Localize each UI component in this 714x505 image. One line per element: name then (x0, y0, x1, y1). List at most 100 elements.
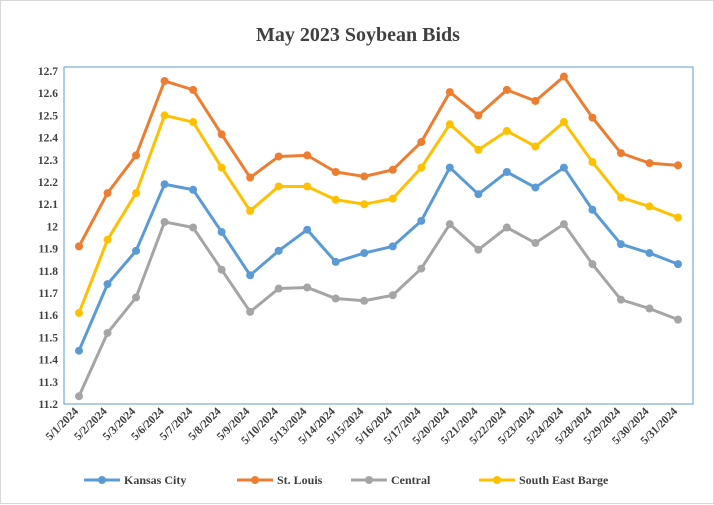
legend-item-st-louis: St. Louis (237, 473, 323, 487)
data-point-south-east-barge (388, 194, 397, 203)
data-point-central (303, 283, 312, 292)
data-point-south-east-barge (160, 111, 169, 120)
y-tick-label: 11.9 (39, 244, 59, 256)
data-point-south-east-barge (331, 195, 340, 204)
data-point-south-east-barge (246, 206, 255, 215)
legend-label: Central (391, 473, 431, 487)
data-point-central (75, 392, 83, 401)
data-point-south-east-barge (303, 182, 312, 191)
data-point-st-louis (388, 165, 397, 174)
data-point-st-louis (160, 76, 169, 85)
data-point-st-louis (331, 168, 340, 177)
data-point-st-louis (417, 138, 426, 147)
data-point-central (160, 217, 169, 226)
y-tick-label: 12.7 (38, 66, 58, 78)
data-point-central (103, 328, 112, 337)
data-point-central (189, 223, 198, 232)
data-point-st-louis (502, 85, 511, 94)
data-point-st-louis (674, 161, 682, 170)
y-tick-label: 11.3 (39, 377, 59, 389)
legend-marker (365, 476, 373, 484)
series-south-east-barge (75, 111, 682, 317)
data-point-kansas-city (217, 227, 226, 236)
plot-area (63, 66, 694, 405)
data-point-kansas-city (445, 163, 454, 172)
data-point-central (531, 239, 540, 248)
data-point-kansas-city (474, 190, 483, 199)
data-point-south-east-barge (189, 118, 198, 127)
data-point-kansas-city (274, 246, 283, 255)
data-point-central (674, 315, 682, 324)
data-point-kansas-city (132, 246, 141, 255)
y-tick-label: 12.3 (38, 155, 58, 167)
series-line-st-louis (77, 75, 680, 248)
data-point-central (331, 294, 340, 303)
data-point-kansas-city (360, 249, 369, 258)
data-point-st-louis (303, 151, 312, 160)
data-point-south-east-barge (588, 158, 597, 167)
data-point-st-louis (474, 111, 483, 120)
data-point-st-louis (559, 72, 568, 81)
data-point-kansas-city (103, 280, 112, 289)
legend-label: Kansas City (124, 473, 186, 487)
data-point-south-east-barge (217, 163, 226, 172)
legend-item-central: Central (351, 473, 431, 487)
legend-label: South East Barge (519, 473, 609, 487)
data-point-kansas-city (645, 249, 654, 258)
y-tick-label: 12.4 (38, 133, 58, 145)
legend-item-kansas-city: Kansas City (84, 473, 186, 487)
x-axis: 5/1/20245/2/20245/3/20245/6/20245/7/2024… (44, 405, 681, 447)
legend-item-south-east-barge: South East Barge (479, 473, 609, 487)
y-tick-label: 12.6 (38, 88, 58, 100)
data-point-kansas-city (559, 163, 568, 172)
legend-marker (493, 476, 501, 484)
data-point-st-louis (531, 96, 540, 105)
y-tick-label: 11.2 (39, 399, 59, 411)
series-layer (75, 72, 682, 401)
series-kansas-city (75, 163, 682, 355)
data-point-st-louis (645, 159, 654, 168)
data-point-south-east-barge (360, 200, 369, 209)
data-point-south-east-barge (674, 213, 682, 222)
data-point-central (474, 245, 483, 254)
series-line-kansas-city (77, 166, 680, 353)
y-tick-label: 12.2 (38, 177, 58, 189)
data-point-central (417, 264, 426, 273)
y-tick-label: 11.8 (39, 266, 59, 278)
chart-title: May 2023 Soybean Bids (256, 24, 460, 46)
data-point-kansas-city (331, 257, 340, 266)
series-line-south-east-barge (77, 113, 680, 315)
data-point-central (588, 260, 597, 269)
data-point-st-louis (445, 88, 454, 97)
data-point-st-louis (588, 113, 597, 122)
y-tick-label: 11.6 (39, 310, 59, 322)
data-point-central (132, 293, 141, 302)
data-point-kansas-city (75, 346, 83, 355)
y-tick-label: 11.5 (39, 332, 59, 344)
data-point-central (388, 291, 397, 300)
data-point-st-louis (189, 85, 198, 94)
data-point-kansas-city (417, 216, 426, 225)
data-point-kansas-city (246, 271, 255, 280)
data-point-kansas-city (588, 205, 597, 214)
data-point-south-east-barge (445, 120, 454, 129)
series-central (75, 217, 682, 401)
data-point-st-louis (360, 172, 369, 181)
data-point-central (274, 284, 283, 293)
data-point-st-louis (75, 242, 83, 251)
series-st-louis (75, 72, 682, 251)
series-line-central (77, 220, 680, 398)
data-point-st-louis (217, 130, 226, 139)
data-point-st-louis (132, 151, 141, 160)
data-point-south-east-barge (103, 235, 112, 244)
data-point-south-east-barge (502, 126, 511, 135)
data-point-central (502, 223, 511, 232)
data-point-kansas-city (674, 260, 682, 269)
y-tick-label: 11.7 (39, 288, 59, 300)
data-point-central (559, 220, 568, 229)
data-point-south-east-barge (474, 145, 483, 154)
y-tick-label: 12.1 (38, 199, 58, 211)
data-point-kansas-city (303, 225, 312, 234)
data-point-kansas-city (502, 168, 511, 177)
